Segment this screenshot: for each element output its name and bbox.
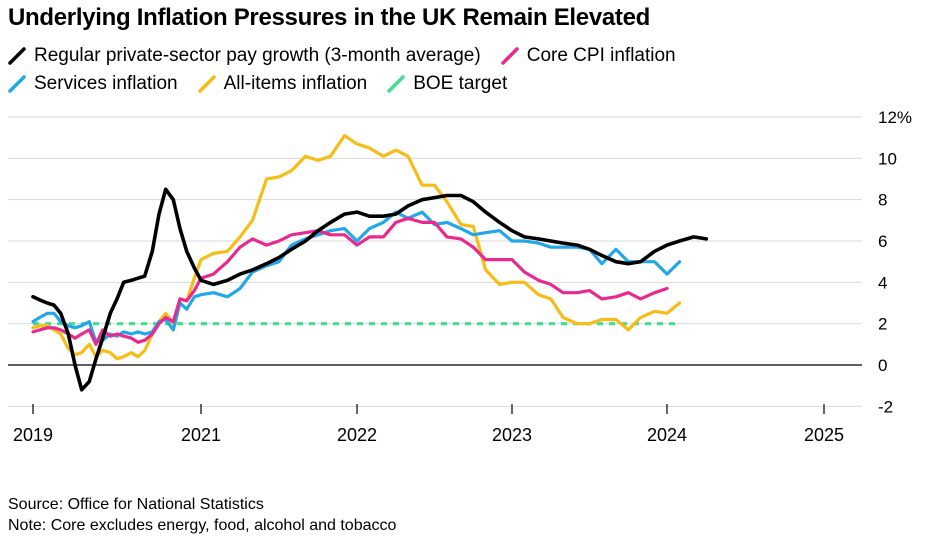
source-note: Source: Office for National Statistics <box>8 496 264 513</box>
x-tick-label: 2022 <box>337 425 377 445</box>
legend-swatch-core-cpi <box>500 47 519 65</box>
x-tick-label: 2023 <box>492 425 532 445</box>
legend-label-all-items: All-items inflation <box>223 73 368 94</box>
y-tick-label: 6 <box>878 232 887 251</box>
chart-title: Underlying Inflation Pressures in the UK… <box>8 4 651 31</box>
legend-item-pay-growth: Regular private-sector pay growth (3-mon… <box>8 45 481 67</box>
legend-item-all-items: All-items inflation <box>197 73 368 95</box>
legend-swatch-pay-growth <box>8 47 26 65</box>
legend-swatch-all-items <box>197 75 216 93</box>
methodology-note: Note: Core excludes energy, food, alcoho… <box>8 517 397 534</box>
x-tick-label: 2024 <box>647 425 687 445</box>
x-tick-label: 2021 <box>181 425 221 445</box>
y-tick-label: 12% <box>878 108 912 127</box>
legend-item-core-cpi: Core CPI inflation <box>500 45 676 67</box>
y-tick-label: -2 <box>878 397 893 416</box>
series-line-core-cpi <box>31 216 669 346</box>
series-line-all-items <box>31 134 682 361</box>
series-line-pay-growth <box>31 187 709 392</box>
legend-label-core-cpi: Core CPI inflation <box>526 45 676 66</box>
y-tick-label: 0 <box>878 356 887 375</box>
y-tick-label: 4 <box>878 273 887 292</box>
x-tick-label: 2025 <box>804 425 844 445</box>
legend-swatch-boe-target <box>387 75 405 93</box>
legend-label-services: Services inflation <box>34 73 178 94</box>
legend-label-boe-target: BOE target <box>413 73 508 94</box>
y-tick-label: 10 <box>878 149 897 168</box>
footer: Source: Office for National Statistics N… <box>8 494 396 536</box>
legend-item-boe-target: BOE target <box>387 73 507 95</box>
y-tick-label: 2 <box>878 315 887 334</box>
y-tick-label: 8 <box>878 191 887 210</box>
legend-swatch-services <box>8 75 26 93</box>
legend-label-pay-growth: Regular private-sector pay growth (3-mon… <box>34 45 481 66</box>
legend-item-services: Services inflation <box>8 73 178 95</box>
x-tick-label: 2019 <box>13 425 53 445</box>
